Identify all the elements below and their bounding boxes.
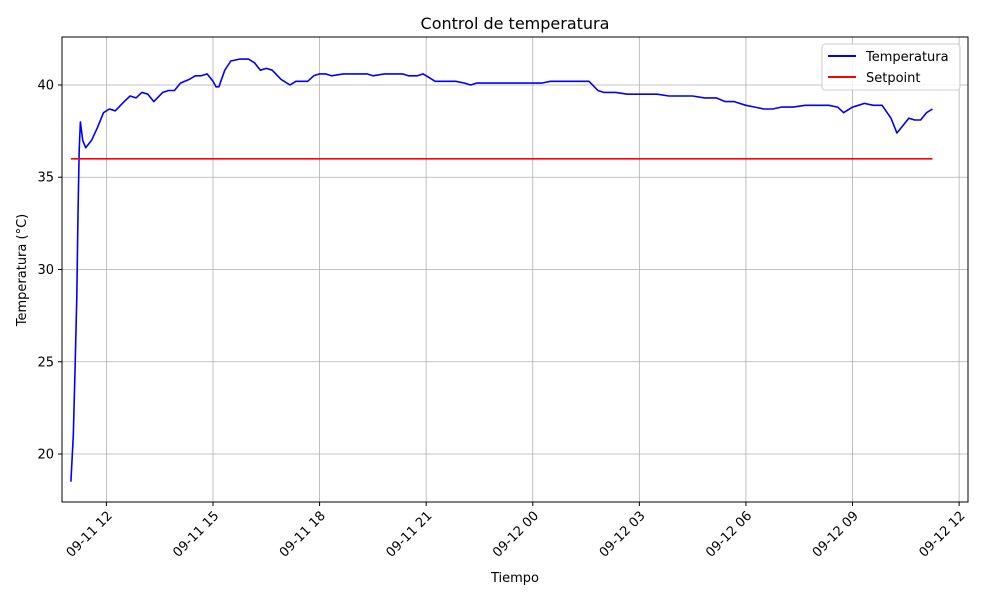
legend-label-temperatura: Temperatura [865,50,949,65]
y-tick-label: 30 [37,263,54,278]
y-tick-label: 40 [37,78,54,93]
legend-box [821,43,961,91]
series-lines [70,58,933,482]
chart-title: Control de temperatura [421,14,610,33]
grid-lines [62,37,968,502]
legend: Temperatura Setpoint [821,43,961,91]
y-tick-label: 20 [37,448,54,463]
y-axis-ticks: 20 25 30 35 40 [37,78,62,463]
y-axis-label: Temperatura (°C) [15,214,30,327]
legend-label-setpoint: Setpoint [866,71,921,86]
x-axis-label: Tiempo [490,571,539,586]
y-tick-label: 35 [37,171,54,186]
y-tick-label: 25 [37,355,54,370]
series-line-temperatura [70,58,933,482]
